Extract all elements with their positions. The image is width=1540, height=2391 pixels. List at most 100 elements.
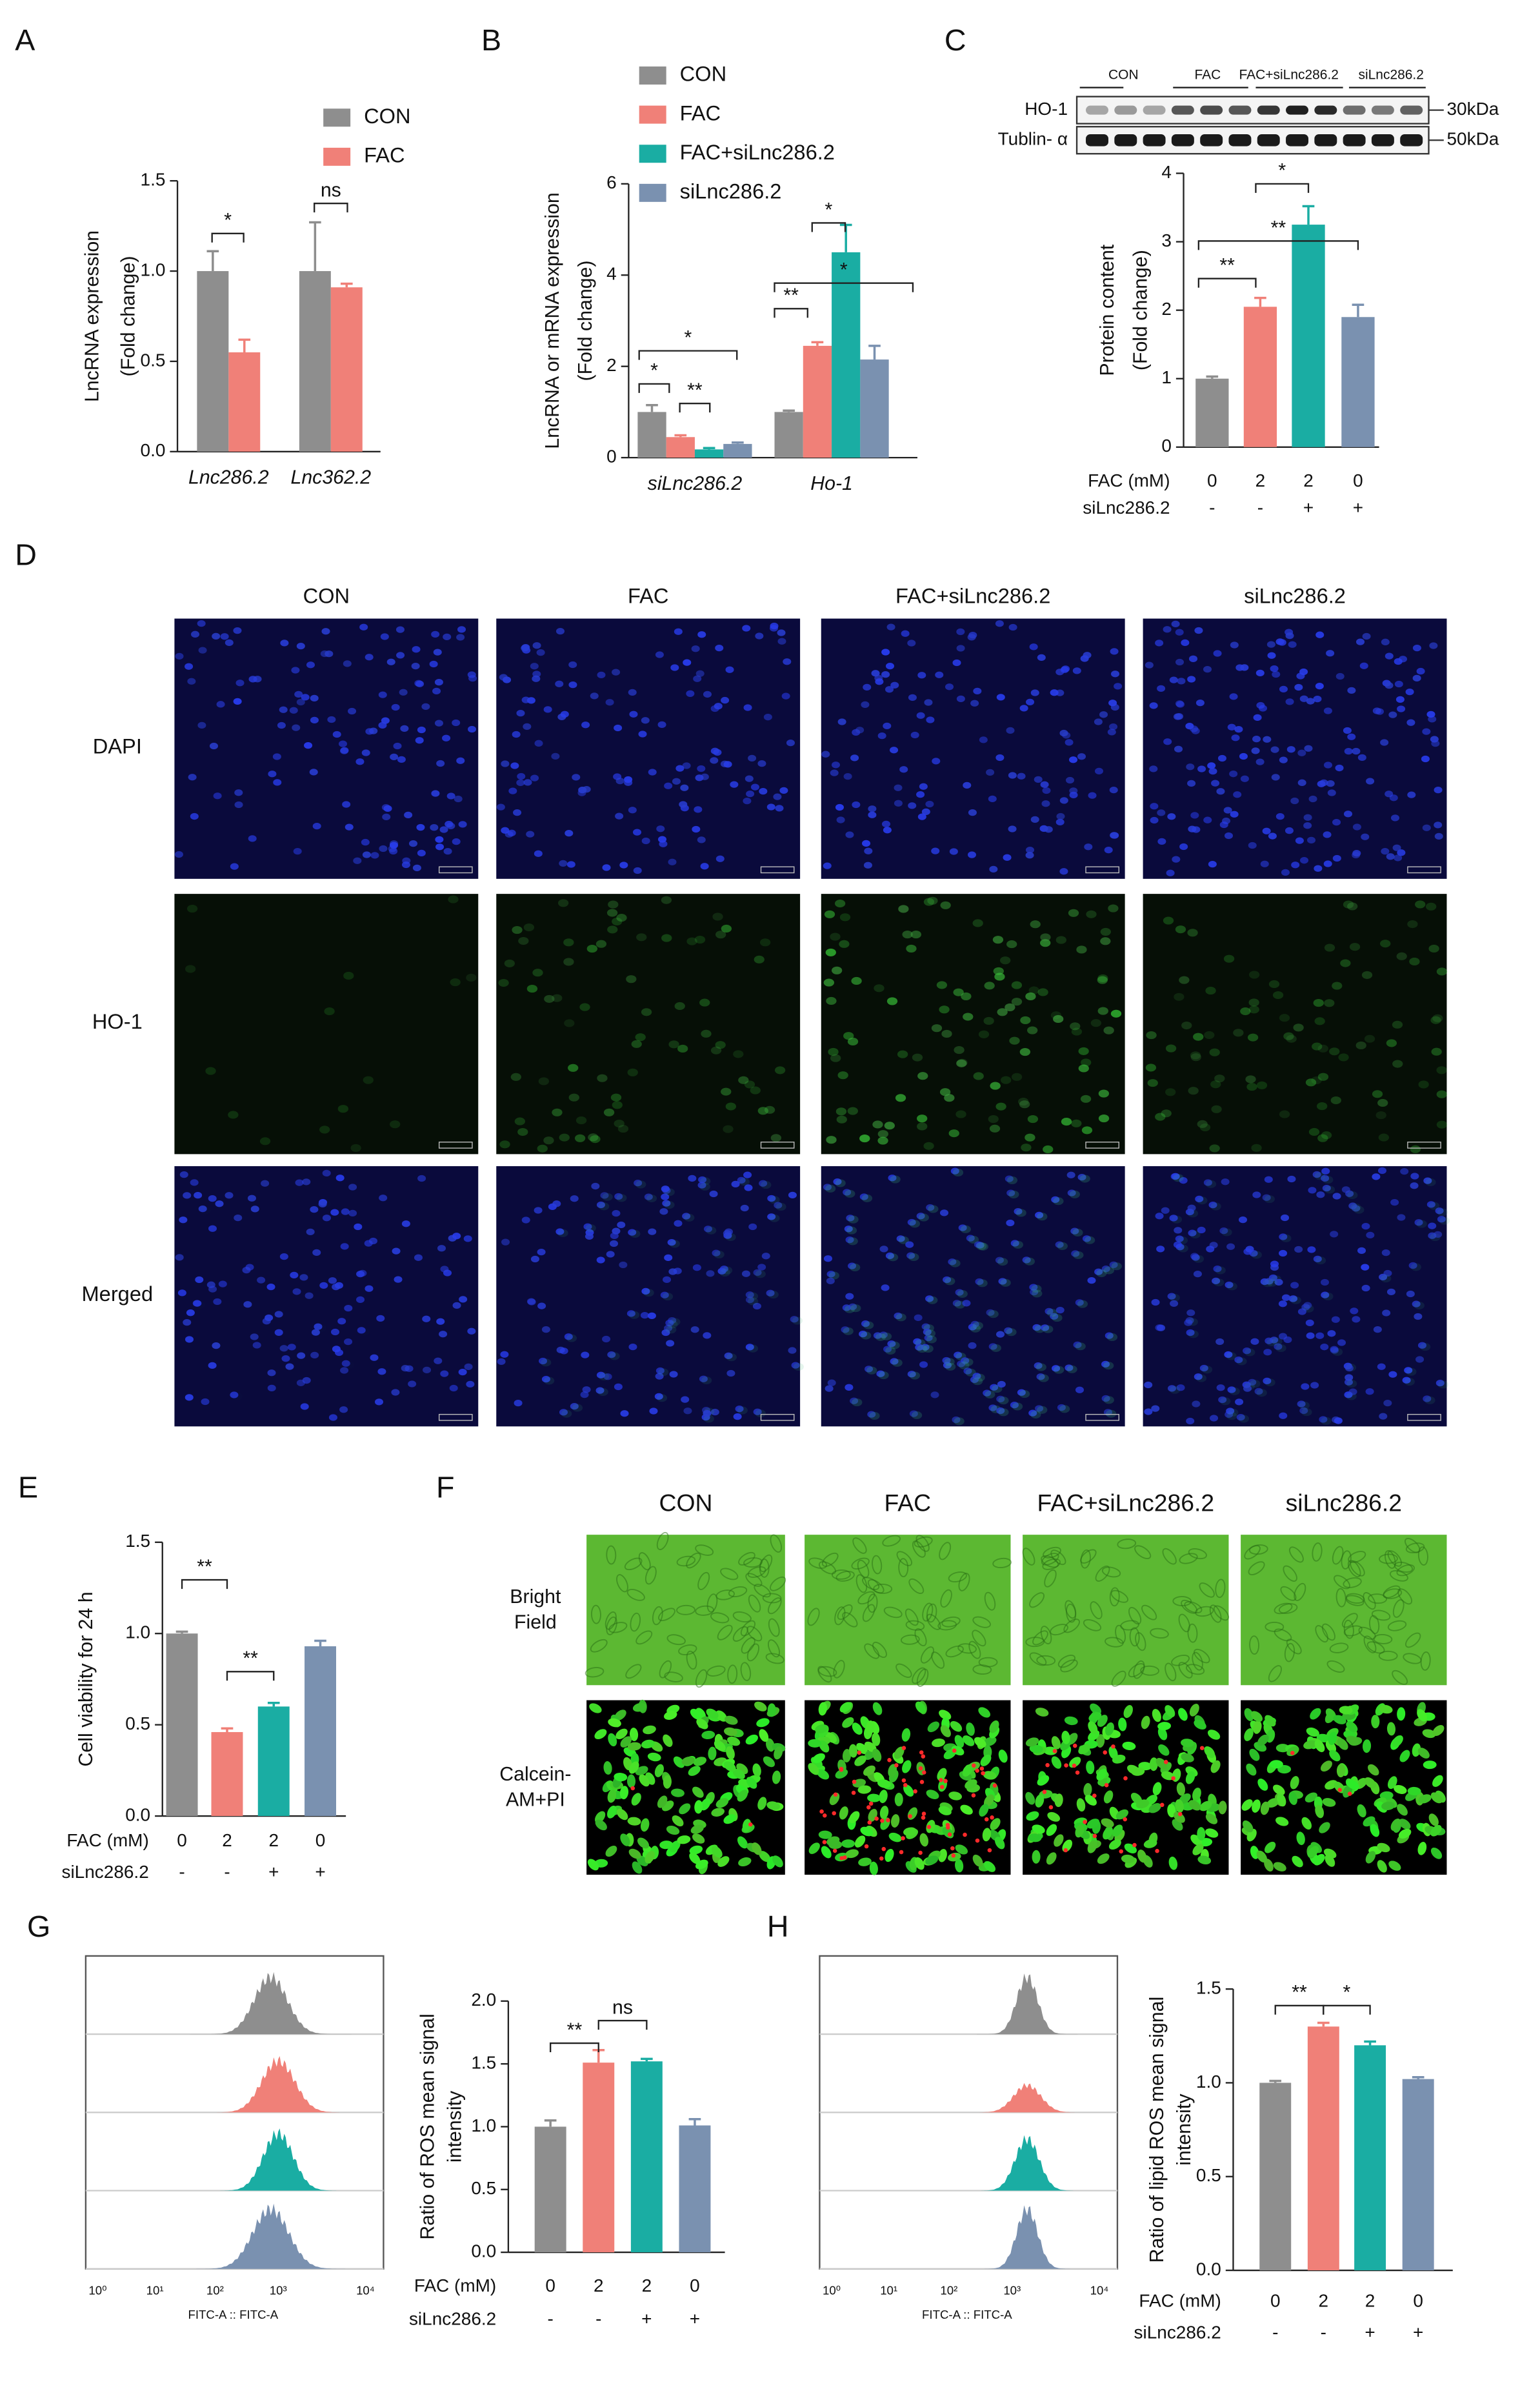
y-tick-label: 2	[606, 355, 617, 375]
nucleus	[1392, 844, 1401, 851]
cell	[861, 1331, 872, 1340]
nucleus	[1332, 1193, 1341, 1200]
cell	[1030, 920, 1041, 929]
nucleus	[370, 1354, 379, 1361]
live-cell	[817, 1769, 830, 1780]
nucleus	[1275, 812, 1285, 820]
cell	[636, 933, 647, 942]
cell	[1437, 1380, 1449, 1389]
cell	[830, 1054, 841, 1062]
nucleus	[319, 1282, 328, 1289]
nucleus	[344, 1304, 353, 1312]
nucleus	[411, 663, 420, 670]
nucleus	[942, 1357, 951, 1364]
nucleus	[243, 1301, 252, 1308]
live-cell	[877, 1779, 891, 1788]
y-tick-label: 0.5	[141, 350, 166, 370]
cell	[232, 1393, 242, 1400]
dead-cell	[971, 1793, 976, 1798]
cell-outline	[1162, 1548, 1177, 1565]
dead-cell	[887, 1758, 892, 1762]
nucleus	[743, 797, 752, 805]
cell	[1020, 1016, 1031, 1025]
blot-size-label: 30kDa	[1446, 99, 1499, 119]
nucleus	[1045, 1307, 1054, 1315]
nucleus	[1382, 1309, 1391, 1317]
nucleus	[1281, 869, 1290, 876]
nucleus	[365, 728, 374, 735]
nucleus	[568, 681, 577, 689]
nucleus	[1173, 1241, 1182, 1248]
cell	[895, 1313, 906, 1322]
cell-outline	[1040, 1626, 1052, 1645]
cell-outline	[883, 1606, 903, 1619]
nucleus	[1224, 1351, 1233, 1358]
nucleus	[1286, 746, 1295, 753]
nucleus	[353, 857, 362, 864]
significance-label: **	[243, 1648, 258, 1670]
nucleus	[826, 1271, 835, 1278]
nucleus	[1084, 843, 1093, 851]
nucleus	[277, 721, 286, 729]
scale-bar	[1407, 1142, 1441, 1149]
cell-outline	[605, 1611, 617, 1630]
dead-cell	[975, 1838, 980, 1843]
y-tick-label: 4	[606, 264, 617, 284]
nucleus	[843, 1189, 852, 1196]
live-cell	[772, 1770, 781, 1784]
live-cell	[645, 1851, 655, 1864]
cell-outline	[745, 1573, 763, 1587]
live-cell	[605, 1845, 617, 1857]
live-cell	[1103, 1827, 1113, 1840]
nucleus	[1070, 1227, 1079, 1235]
cell	[1046, 1309, 1057, 1317]
nucleus	[1044, 826, 1053, 833]
nucleus	[921, 808, 930, 816]
nucleus	[682, 1213, 691, 1220]
y-axis-label: Protein content	[1097, 244, 1118, 376]
nucleus	[293, 847, 302, 855]
nucleus	[1248, 842, 1257, 849]
bar	[299, 271, 331, 452]
nucleus	[1149, 702, 1158, 709]
nucleus	[354, 1223, 363, 1231]
condition-value: -	[1321, 2322, 1326, 2342]
cell-outline	[1379, 1553, 1398, 1564]
nucleus	[345, 823, 354, 831]
nucleus	[306, 1228, 315, 1235]
condition-label: siLnc286.2	[1134, 2322, 1221, 2342]
cell-outline	[706, 1593, 718, 1613]
nucleus	[306, 661, 315, 669]
nucleus	[1199, 1364, 1208, 1372]
live-cell	[1096, 1768, 1107, 1781]
nucleus	[280, 640, 289, 647]
cell	[992, 936, 1004, 944]
nucleus	[1197, 765, 1206, 772]
nucleus	[530, 1255, 539, 1263]
nucleus	[442, 734, 451, 742]
live-cell	[864, 1741, 877, 1752]
cell	[1428, 1202, 1440, 1210]
nucleus	[763, 714, 772, 721]
nucleus	[1029, 643, 1038, 651]
dead-cell	[1177, 1811, 1183, 1817]
live-cell	[1194, 1719, 1206, 1730]
live-cell	[1277, 1793, 1286, 1807]
cell	[1066, 1365, 1077, 1373]
cell	[575, 1116, 587, 1125]
condition-value: +	[1303, 498, 1314, 518]
live-cell	[940, 1725, 951, 1737]
nucleus	[565, 830, 574, 837]
cell	[646, 1194, 657, 1203]
live-cell	[1088, 1721, 1098, 1734]
x-tick-label: 10⁴	[356, 2284, 375, 2297]
bar	[583, 2063, 615, 2253]
nucleus	[863, 683, 872, 691]
scale-bar	[438, 1413, 473, 1421]
nucleus	[445, 820, 454, 828]
nucleus	[374, 1398, 384, 1406]
live-cell	[1026, 1811, 1039, 1821]
nucleus	[1167, 813, 1176, 820]
blot-band	[1200, 105, 1223, 115]
nucleus	[1190, 1253, 1199, 1260]
